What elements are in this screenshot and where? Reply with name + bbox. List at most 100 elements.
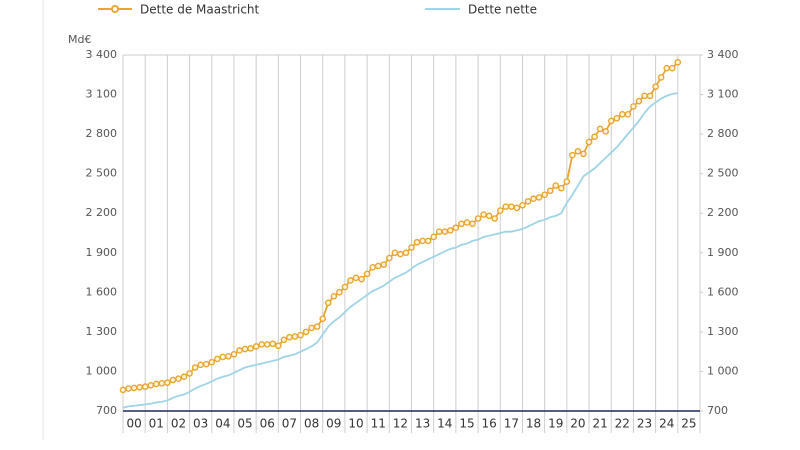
point (607, 117, 615, 125)
x-tick-label: 20 (570, 417, 585, 431)
point (302, 328, 310, 336)
series-line (122, 92, 678, 409)
point (125, 385, 132, 392)
x-tick-label: 24 (659, 417, 674, 431)
point (186, 370, 193, 377)
point (308, 324, 315, 332)
point (191, 364, 199, 371)
x-tick-label: 25 (681, 417, 696, 431)
x-tick-label: 11 (371, 417, 386, 431)
point (463, 219, 471, 226)
legend: Dette de Maastricht Dette nette (98, 3, 537, 17)
point (141, 383, 149, 390)
point (535, 194, 543, 201)
point (591, 133, 598, 141)
point (225, 352, 232, 360)
y-tick-label: 1 900 (86, 246, 118, 259)
point (291, 333, 299, 340)
point (513, 204, 521, 212)
x-tick-label: 16 (482, 417, 497, 431)
point (297, 331, 304, 339)
point (435, 228, 443, 235)
y2-tick-label: 2 500 (707, 167, 739, 180)
x-tick-label: 02 (171, 417, 186, 431)
legend-item[interactable]: Dette nette (425, 3, 537, 17)
legend-label: Dette de Maastricht (140, 3, 260, 17)
point (469, 220, 476, 228)
point (252, 343, 260, 350)
point (230, 351, 238, 358)
y-tick-label: 700 (96, 404, 117, 417)
x-tick-label: 21 (592, 417, 607, 431)
point (596, 125, 604, 133)
point (236, 347, 243, 354)
point (646, 92, 654, 100)
y2-tick-label: 1 000 (707, 364, 739, 377)
point (580, 150, 587, 158)
point (408, 244, 415, 251)
y-tick-label: 3 400 (86, 48, 118, 61)
point (474, 215, 482, 222)
point (258, 341, 266, 348)
point (286, 333, 293, 341)
point (619, 111, 626, 118)
point (369, 263, 376, 271)
point (214, 355, 221, 363)
point (269, 340, 277, 348)
point (313, 323, 321, 330)
point (674, 58, 682, 66)
point (136, 383, 143, 391)
point (169, 376, 177, 384)
y-tick-label: 1 000 (86, 364, 118, 377)
legend-item[interactable]: Dette de Maastricht (98, 3, 260, 17)
legend-label: Dette nette (468, 3, 537, 17)
y-tick-label: 2 800 (86, 127, 118, 140)
point (491, 215, 499, 222)
point (458, 220, 465, 228)
y2-tick-label: 3 100 (707, 88, 739, 101)
point (219, 353, 227, 361)
x-tick-label: 00 (126, 417, 141, 431)
point (247, 345, 254, 352)
point (524, 198, 532, 205)
x-tick-label: 03 (193, 417, 208, 431)
point (419, 237, 426, 245)
unit-label: Md€ (68, 33, 91, 46)
y2-tick-label: 2 200 (707, 206, 739, 219)
point (324, 299, 332, 307)
x-tick-label: 17 (504, 417, 519, 431)
point (241, 345, 249, 353)
point (147, 381, 155, 389)
y2-tick-label: 700 (707, 404, 728, 417)
point (430, 233, 437, 241)
x-tick-label: 15 (459, 417, 474, 431)
point (402, 249, 410, 257)
point (358, 275, 365, 283)
point (374, 262, 382, 270)
point (330, 292, 338, 300)
point (152, 380, 160, 388)
point (585, 138, 593, 146)
point (602, 128, 609, 135)
point (574, 147, 582, 155)
point (668, 64, 676, 72)
y2-tick-label: 2 800 (707, 127, 739, 140)
x-tick-label: 05 (237, 417, 252, 431)
point (319, 315, 327, 323)
point (341, 283, 349, 291)
y2-tick-label: 1 300 (707, 325, 739, 338)
x-tick-label: 08 (304, 417, 319, 431)
point (380, 261, 388, 268)
point (397, 250, 404, 258)
x-tick-label: 18 (526, 417, 541, 431)
y-tick-label: 1 300 (86, 325, 118, 338)
point (336, 289, 343, 296)
point (508, 203, 515, 210)
point (208, 358, 216, 366)
point (496, 207, 504, 214)
point (130, 384, 138, 392)
x-tick-label: 10 (348, 417, 363, 431)
point (657, 74, 665, 81)
